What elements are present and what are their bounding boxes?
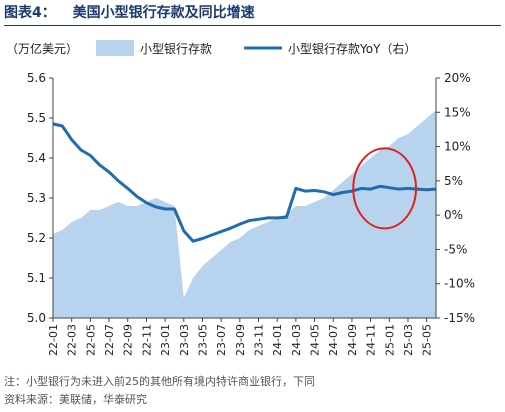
x-tick-label: 22-01 bbox=[47, 324, 60, 356]
line-layer bbox=[52, 122, 437, 243]
x-tick-label: 25-05 bbox=[421, 324, 434, 356]
right-tick-label: 10% bbox=[444, 140, 471, 154]
annotation-layer bbox=[352, 147, 417, 230]
x-tick-label: 25-03 bbox=[402, 324, 415, 356]
figure-title-text: 美国小型银行存款及同比增速 bbox=[72, 5, 255, 21]
x-tick-label: 23-05 bbox=[196, 324, 209, 356]
left-tick-label: 5.0 bbox=[27, 311, 46, 325]
left-tick-label: 5.1 bbox=[27, 271, 46, 285]
right-tick-label: 15% bbox=[444, 105, 471, 119]
left-tick-label: 5.3 bbox=[27, 191, 46, 205]
x-tick-label: 24-07 bbox=[327, 324, 340, 356]
yoy-line bbox=[52, 122, 437, 243]
legend-area-label: 小型银行存款 bbox=[140, 42, 212, 56]
figure-title: 图表4： 美国小型银行存款及同比增速 bbox=[4, 2, 501, 26]
x-tick-label: 23-07 bbox=[215, 324, 228, 356]
legend-area-swatch bbox=[96, 40, 134, 56]
x-tick-label: 23-11 bbox=[253, 324, 266, 356]
left-tick-label: 5.4 bbox=[27, 151, 46, 165]
x-tick-label: 23-09 bbox=[234, 324, 247, 356]
chart-note: 注：小型银行为未进入前25的其他所有境内特许商业银行，下同 bbox=[4, 375, 315, 388]
highlight-circle bbox=[352, 147, 417, 230]
x-tick-label: 24-01 bbox=[271, 324, 284, 356]
x-tick-label: 22-11 bbox=[140, 324, 153, 356]
x-tick-label: 22-03 bbox=[66, 324, 79, 356]
left-axis-unit: （万亿美元） bbox=[6, 41, 78, 56]
x-tick-label: 22-07 bbox=[103, 324, 116, 356]
right-tick-label: -5% bbox=[444, 242, 467, 256]
legend-line-label: 小型银行存款YoY（右） bbox=[288, 41, 416, 56]
figure-number: 图表4： bbox=[4, 5, 56, 21]
x-tick-label: 24-11 bbox=[365, 324, 378, 356]
deposit-chart: 5.0 5.1 5.2 5.3 5.4 5.5 5.6 -15% -10% -5% 0% 5% 10% 1… bbox=[6, 40, 475, 356]
x-tick-label: 24-03 bbox=[290, 324, 303, 356]
x-tick-label: 22-09 bbox=[122, 324, 135, 356]
right-tick-label: 0% bbox=[444, 208, 463, 222]
right-tick-label: -10% bbox=[444, 277, 475, 291]
axes-layer: 5.0 5.1 5.2 5.3 5.4 5.5 5.6 -15% -10% -5% 0% 5% 10% 1… bbox=[6, 41, 475, 356]
legend: 小型银行存款 小型银行存款YoY（右） bbox=[96, 40, 416, 56]
x-tick-label: 25-01 bbox=[383, 324, 396, 356]
right-tick-label: 20% bbox=[444, 71, 471, 85]
x-tick-label: 24-09 bbox=[346, 324, 359, 356]
x-tick-label: 23-03 bbox=[178, 324, 191, 356]
source-note: 资料来源：美联储，华泰研究 bbox=[4, 393, 147, 406]
area-layer bbox=[53, 110, 436, 318]
x-tick-label: 22-05 bbox=[84, 324, 97, 356]
deposit-area bbox=[53, 110, 436, 318]
left-tick-label: 5.5 bbox=[27, 111, 46, 125]
x-tick-label: 23-01 bbox=[159, 324, 172, 356]
x-tick-label: 24-05 bbox=[309, 324, 322, 356]
left-tick-label: 5.2 bbox=[27, 231, 46, 245]
right-tick-label: 5% bbox=[444, 174, 463, 188]
left-tick-label: 5.6 bbox=[27, 71, 46, 85]
right-tick-label: -15% bbox=[444, 311, 475, 325]
